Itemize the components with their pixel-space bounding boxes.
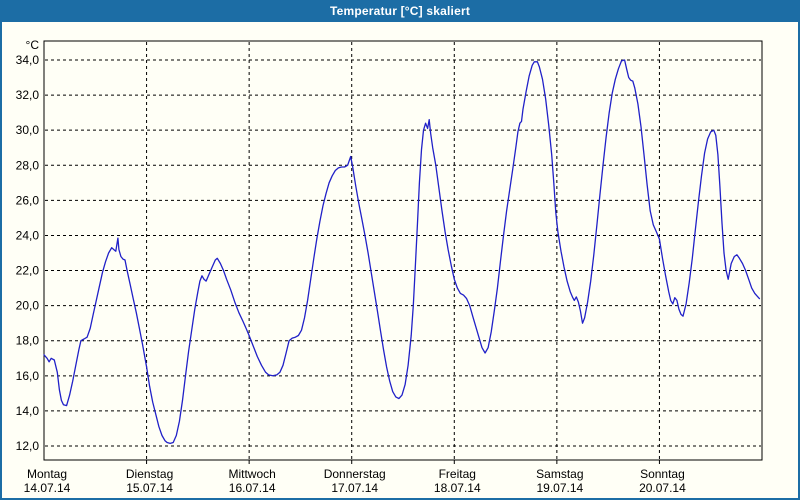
chart-title: Temperatur [°C] skaliert xyxy=(2,0,798,22)
y-tick-label: 14,0 xyxy=(16,404,40,418)
y-tick-label: 34,0 xyxy=(16,53,40,67)
x-day-label: Mittwoch xyxy=(228,467,275,481)
x-day-label: Montag xyxy=(27,467,67,481)
x-date-label: 18.07.14 xyxy=(434,481,481,495)
x-day-label: Freitag xyxy=(439,467,476,481)
y-tick-label: 28,0 xyxy=(16,158,40,172)
plot-border xyxy=(43,40,763,461)
y-tick-label: 18,0 xyxy=(16,334,40,348)
y-tick-label: 22,0 xyxy=(16,264,40,278)
x-day-label: Samstag xyxy=(536,467,583,481)
x-day-label: Donnerstag xyxy=(324,467,386,481)
y-tick-label: 26,0 xyxy=(16,193,40,207)
y-tick-label: 16,0 xyxy=(16,369,40,383)
x-date-label: 17.07.14 xyxy=(331,481,378,495)
x-date-label: 20.07.14 xyxy=(639,481,686,495)
x-day-label: Dienstag xyxy=(126,467,173,481)
y-tick-label: 32,0 xyxy=(16,88,40,102)
temperature-line xyxy=(43,59,761,445)
x-date-label: 15.07.14 xyxy=(126,481,173,495)
y-tick-label: 12,0 xyxy=(16,439,40,453)
x-date-label: 14.07.14 xyxy=(24,481,71,495)
y-tick-label: 30,0 xyxy=(16,123,40,137)
x-date-label: 16.07.14 xyxy=(229,481,276,495)
y-tick-label: 20,0 xyxy=(16,299,40,313)
x-date-label: 19.07.14 xyxy=(536,481,583,495)
x-day-label: Sonntag xyxy=(640,467,685,481)
y-unit-label: °C xyxy=(26,38,40,52)
y-tick-label: 24,0 xyxy=(16,228,40,242)
